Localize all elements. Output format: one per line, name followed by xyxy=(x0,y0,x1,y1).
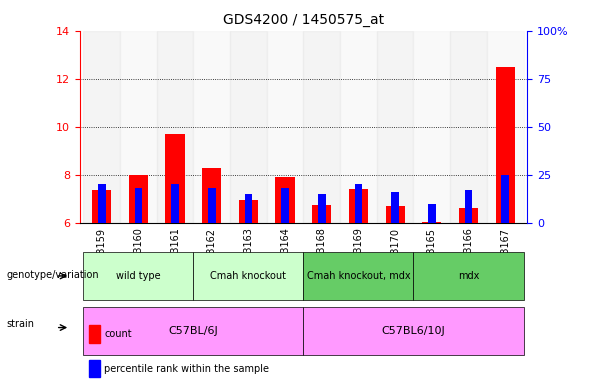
Bar xyxy=(450,31,487,223)
FancyBboxPatch shape xyxy=(303,306,524,355)
Bar xyxy=(92,190,112,223)
Bar xyxy=(208,188,216,223)
Bar xyxy=(83,31,120,223)
FancyBboxPatch shape xyxy=(303,252,414,300)
Bar xyxy=(487,31,524,223)
Bar xyxy=(354,184,362,223)
Bar xyxy=(340,31,377,223)
Bar xyxy=(98,184,105,223)
Bar xyxy=(303,31,340,223)
Bar xyxy=(230,31,267,223)
Bar xyxy=(312,205,332,223)
Bar xyxy=(495,67,515,223)
Title: GDS4200 / 1450575_at: GDS4200 / 1450575_at xyxy=(223,13,384,27)
Bar xyxy=(386,206,405,223)
Text: C57BL6/10J: C57BL6/10J xyxy=(382,326,446,336)
Text: genotype/variation: genotype/variation xyxy=(6,270,99,280)
Bar xyxy=(391,192,399,223)
Bar xyxy=(422,222,441,223)
Text: C57BL/6J: C57BL/6J xyxy=(169,326,218,336)
Bar xyxy=(239,200,258,223)
Bar xyxy=(129,175,148,223)
Bar xyxy=(465,190,473,223)
Bar xyxy=(171,184,179,223)
Bar xyxy=(245,194,253,223)
Bar xyxy=(89,360,100,377)
FancyBboxPatch shape xyxy=(83,252,193,300)
Bar xyxy=(318,194,326,223)
Bar xyxy=(89,325,100,343)
Text: Cmah knockout, mdx: Cmah knockout, mdx xyxy=(306,271,410,281)
Text: percentile rank within the sample: percentile rank within the sample xyxy=(104,364,269,374)
Bar xyxy=(120,31,157,223)
Text: count: count xyxy=(104,329,132,339)
Text: wild type: wild type xyxy=(116,271,161,281)
FancyBboxPatch shape xyxy=(414,252,524,300)
Bar xyxy=(166,134,185,223)
Text: strain: strain xyxy=(6,319,34,329)
Bar xyxy=(459,209,478,223)
FancyBboxPatch shape xyxy=(83,306,303,355)
Text: mdx: mdx xyxy=(458,271,479,281)
Bar xyxy=(414,31,450,223)
Bar xyxy=(349,189,368,223)
Bar xyxy=(202,167,221,223)
Bar xyxy=(157,31,193,223)
Bar xyxy=(267,31,303,223)
Bar xyxy=(134,188,142,223)
Bar xyxy=(501,175,509,223)
Bar xyxy=(193,31,230,223)
FancyBboxPatch shape xyxy=(193,252,303,300)
Bar xyxy=(377,31,414,223)
Text: Cmah knockout: Cmah knockout xyxy=(210,271,286,281)
Bar xyxy=(281,188,289,223)
Bar xyxy=(428,204,436,223)
Bar xyxy=(275,177,295,223)
